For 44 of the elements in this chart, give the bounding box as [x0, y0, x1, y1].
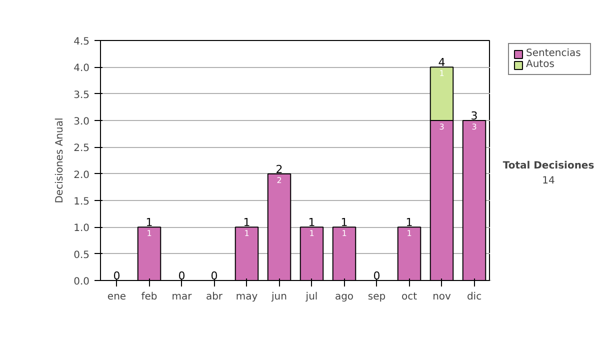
x-tick-label: oct: [401, 292, 418, 302]
total-label: 1: [406, 216, 413, 230]
x-tick-label: sep: [368, 292, 386, 302]
y-tick-label: 0.5: [74, 250, 90, 261]
total-label: 1: [308, 216, 316, 230]
x-tick-label: jul: [304, 292, 318, 302]
data-label: 1: [342, 229, 347, 238]
data-label: 2: [276, 176, 282, 185]
x-tick-label: dic: [466, 292, 482, 302]
y-tick-label: 3.0: [74, 116, 90, 128]
x-tick-label: ene: [107, 292, 126, 302]
y-tick-label: 2.5: [74, 143, 90, 154]
text: Total Decisiones: [502, 160, 594, 172]
total-label: 3: [470, 110, 478, 122]
y-tick-label: 1.5: [74, 196, 90, 208]
data-label: 3: [472, 122, 477, 132]
y-tick-label: 2.0: [74, 170, 90, 181]
data-label: 1: [439, 69, 444, 78]
total-label: 4: [438, 56, 446, 70]
legend-label: Autos: [526, 59, 556, 70]
x-tick-label: may: [236, 292, 258, 302]
total-label: 1: [146, 216, 153, 230]
x-tick-label: abr: [206, 292, 224, 302]
data-label: 1: [146, 229, 152, 238]
legend-label: Sentencias: [526, 48, 582, 59]
data-label: 3: [439, 122, 444, 132]
y-tick-label: 4.0: [74, 63, 90, 74]
x-tick-label: feb: [141, 292, 158, 302]
total-label: 1: [340, 216, 348, 230]
total-label: 2: [276, 162, 283, 176]
y-axis-title: Decisiones Anual: [54, 118, 66, 204]
y-tick-label: 0.0: [74, 276, 90, 288]
y-tick-label: 1.0: [74, 223, 90, 234]
x-tick-label: mar: [172, 292, 193, 302]
total-label: 1: [243, 216, 250, 230]
x-tick-label: ago: [334, 292, 354, 302]
data-label: 1: [309, 229, 314, 238]
y-tick-label: 4.5: [74, 36, 90, 48]
x-tick-label: jun: [270, 292, 287, 302]
x-tick-label: nov: [432, 292, 452, 302]
y-tick-label: 3.5: [74, 90, 90, 101]
data-label: 1: [406, 229, 412, 238]
text: 14: [542, 176, 555, 187]
data-label: 1: [244, 229, 250, 238]
